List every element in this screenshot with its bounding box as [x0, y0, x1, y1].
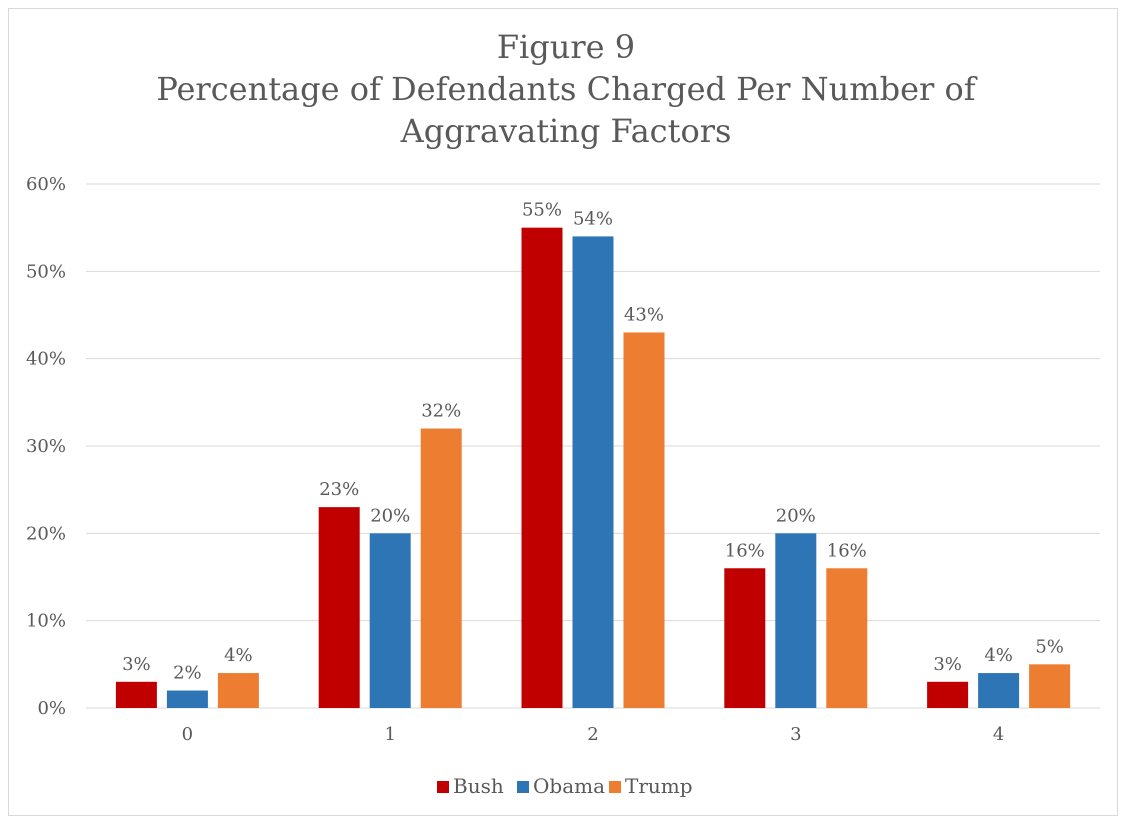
- x-tick-label: 4: [993, 724, 1004, 745]
- data-label: 16%: [725, 540, 765, 561]
- data-label: 4%: [224, 645, 253, 666]
- x-tick-label: 3: [790, 724, 801, 745]
- bar: [1029, 664, 1071, 708]
- chart-title: Figure 9 Percentage of Defendants Charge…: [156, 28, 977, 150]
- legend-label: Bush: [453, 774, 504, 798]
- bar: [927, 681, 969, 708]
- data-label: 5%: [1035, 636, 1064, 657]
- bar: [369, 533, 411, 708]
- title-line: Figure 9: [497, 28, 635, 66]
- x-axis: 0 1 2 3 4: [182, 724, 1005, 745]
- legend-swatch: [609, 781, 621, 793]
- y-tick-label: 60%: [26, 174, 66, 195]
- data-label: 54%: [573, 208, 613, 229]
- y-tick-label: 50%: [26, 261, 66, 282]
- bar: [826, 568, 868, 708]
- y-axis: 0% 10% 20% 30% 40% 50% 60%: [26, 174, 66, 719]
- y-tick-label: 30%: [26, 436, 66, 457]
- bar: [166, 690, 208, 708]
- data-label: 4%: [984, 645, 1013, 666]
- data-label: 23%: [319, 479, 359, 500]
- x-tick-label: 2: [587, 724, 598, 745]
- bar: [724, 568, 766, 708]
- y-tick-label: 40%: [26, 349, 66, 370]
- x-tick-label: 0: [182, 724, 193, 745]
- data-labels: 3% 2% 4% 23% 20% 32% 55% 54% 43% 16% 20% 16% 3% 4% 5%: [122, 200, 1064, 684]
- data-label: 3%: [122, 654, 151, 675]
- bar: [115, 681, 157, 708]
- title-line: Aggravating Factors: [400, 112, 732, 150]
- bar: [572, 236, 614, 708]
- data-label: 55%: [522, 200, 562, 221]
- title-line: Percentage of Defendants Charged Per Num…: [156, 70, 977, 108]
- bar: [521, 227, 563, 708]
- y-tick-label: 10%: [26, 611, 66, 632]
- legend-swatch: [437, 781, 449, 793]
- bar: [217, 673, 259, 708]
- bar: [775, 533, 817, 708]
- bar: [318, 507, 360, 708]
- data-label: 3%: [933, 654, 962, 675]
- bars: [115, 227, 1071, 708]
- legend-swatch: [517, 781, 529, 793]
- data-label: 2%: [173, 663, 202, 684]
- data-label: 32%: [421, 401, 461, 422]
- bar: [978, 673, 1020, 708]
- data-label: 43%: [624, 304, 664, 325]
- legend: Bush Obama Trump: [437, 774, 693, 798]
- y-tick-label: 0%: [37, 698, 66, 719]
- legend-label: Obama: [533, 774, 605, 798]
- data-label: 20%: [776, 505, 816, 526]
- x-tick-label: 1: [384, 724, 395, 745]
- chart-frame: [8, 8, 1118, 816]
- data-label: 16%: [827, 540, 867, 561]
- data-label: 20%: [370, 505, 410, 526]
- bar: [623, 332, 665, 708]
- legend-label: Trump: [625, 774, 693, 798]
- y-tick-label: 20%: [26, 523, 66, 544]
- bar: [420, 428, 462, 708]
